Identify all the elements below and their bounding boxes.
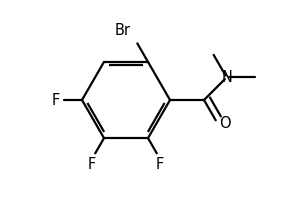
Text: F: F: [88, 157, 96, 172]
Text: F: F: [156, 157, 164, 172]
Text: O: O: [219, 116, 231, 131]
Text: N: N: [221, 70, 232, 85]
Text: F: F: [52, 93, 60, 108]
Text: Br: Br: [115, 23, 131, 38]
